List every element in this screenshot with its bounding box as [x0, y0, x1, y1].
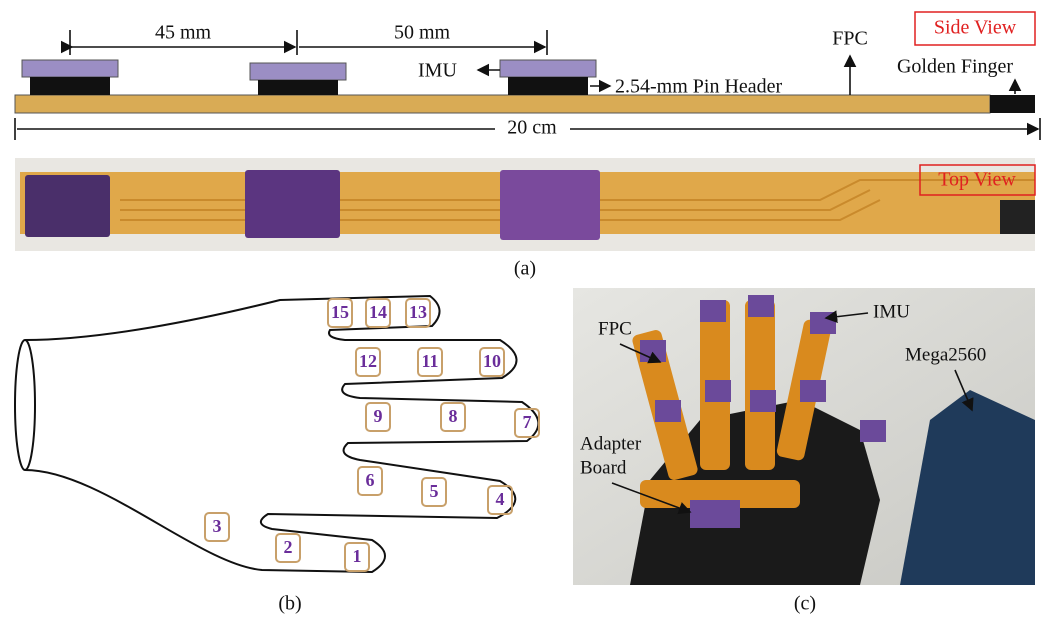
sensor-label: 4 — [496, 489, 505, 509]
imu-board — [500, 170, 600, 240]
sensor-label: 15 — [331, 302, 349, 322]
mega-label: Mega2560 — [905, 344, 986, 365]
sensor-label: 9 — [374, 406, 383, 426]
adapter-label: Adapter — [580, 433, 642, 454]
figure: 45 mm 50 mm 20 cm IMU 2.54-mm Pin Header… — [0, 0, 1046, 619]
imu-board — [22, 60, 118, 77]
sensor-label: 2 — [284, 537, 293, 557]
fpc-label: FPC — [598, 318, 632, 339]
sensor-label: 8 — [449, 406, 458, 426]
imu-board — [245, 170, 340, 238]
golden-finger — [1000, 200, 1035, 234]
fpc-strip — [15, 95, 990, 113]
side-view: 45 mm 50 mm 20 cm IMU 2.54-mm Pin Header… — [15, 12, 1040, 140]
dimension-label: 20 cm — [507, 117, 557, 139]
golden-finger-label: Golden Finger — [897, 56, 1013, 78]
imu-label: IMU — [873, 301, 910, 322]
wrist — [15, 340, 35, 470]
pin-header — [258, 80, 338, 95]
imu-label: IMU — [418, 60, 457, 82]
adapter-label: Board — [580, 457, 627, 478]
caption: (b) — [278, 593, 301, 615]
top-view-title: Top View — [938, 169, 1016, 191]
sensor-label: 13 — [409, 302, 427, 322]
caption: (a) — [514, 258, 536, 280]
sensor-label: 11 — [421, 351, 438, 371]
sensor-label: 10 — [483, 351, 501, 371]
sensor-label: 12 — [359, 351, 377, 371]
fpc-label: FPC — [832, 28, 868, 50]
sensor-label: 7 — [523, 412, 532, 432]
side-view-title: Side View — [934, 17, 1017, 39]
imu-board — [250, 63, 346, 80]
sensor-label: 3 — [213, 516, 222, 536]
caption: (c) — [794, 593, 816, 615]
sensor-label: 14 — [369, 302, 387, 322]
dimension-label: 45 mm — [155, 22, 212, 44]
glove-photo: FPC IMU Mega2560 Adapter Board — [573, 288, 1035, 585]
pin-header — [30, 77, 110, 95]
sensor-label: 1 — [353, 546, 362, 566]
golden-finger — [990, 95, 1035, 113]
pin-header — [508, 77, 588, 95]
imu-board — [25, 175, 110, 237]
sensor-label: 5 — [430, 481, 439, 501]
dimension-label: 50 mm — [394, 22, 451, 44]
pin-header-label: 2.54-mm Pin Header — [615, 76, 783, 98]
imu-board — [500, 60, 596, 77]
top-view: Top View — [15, 158, 1035, 251]
hand-outline — [25, 296, 538, 572]
sensor-label: 6 — [366, 470, 375, 490]
